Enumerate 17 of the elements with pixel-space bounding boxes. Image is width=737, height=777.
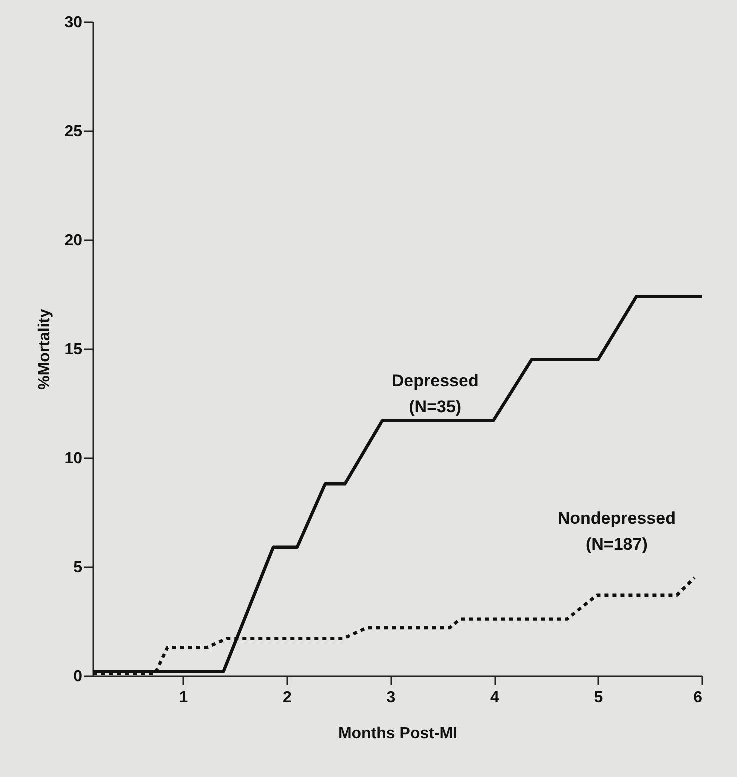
x-tick-label: 1 xyxy=(179,690,188,706)
y-tick-label: 30 xyxy=(64,14,83,32)
x-tick-label: 3 xyxy=(386,690,396,706)
series-label: Depressed (N=35) xyxy=(392,372,479,417)
x-tick-label: 2 xyxy=(283,690,292,706)
x-tick-label: 6 xyxy=(694,690,703,706)
y-axis-title: %Mortality xyxy=(36,308,54,390)
x-axis-title: Months Post-MI xyxy=(338,726,458,742)
series-label: Nondepressed (N=187) xyxy=(558,509,676,554)
y-tick-label: 20 xyxy=(64,232,83,250)
y-tick-label: 0 xyxy=(74,668,83,686)
y-tick-label: 5 xyxy=(74,560,83,576)
x-tick-label: 5 xyxy=(594,690,604,706)
y-tick-label: 10 xyxy=(64,450,83,468)
y-tick-label: 25 xyxy=(64,124,83,140)
x-tick-label: 4 xyxy=(490,690,500,706)
y-tick-label: 15 xyxy=(64,342,83,358)
